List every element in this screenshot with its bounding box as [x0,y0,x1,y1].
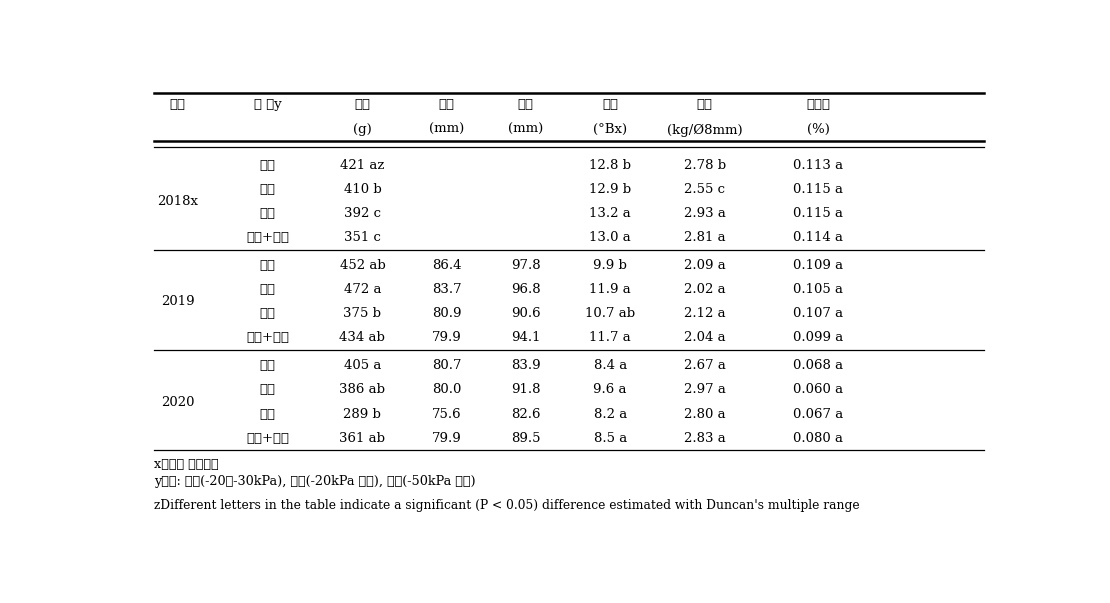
Text: 375 b: 375 b [343,308,382,320]
Text: 2019: 2019 [161,295,194,308]
Text: x년차별 통계분석: x년차별 통계분석 [154,458,219,471]
Text: 2.55 c: 2.55 c [684,183,725,196]
Text: 처 리y: 처 리y [254,98,282,112]
Text: 2.97 a: 2.97 a [684,384,726,396]
Text: 2.78 b: 2.78 b [684,159,726,172]
Text: 과습: 과습 [260,159,275,172]
Text: 0.115 a: 0.115 a [794,183,844,196]
Text: 8.5 a: 8.5 a [594,432,627,445]
Text: 89.5: 89.5 [511,432,541,445]
Text: 392 c: 392 c [344,207,381,220]
Text: 건조: 건조 [260,408,275,420]
Text: 2.09 a: 2.09 a [684,259,726,272]
Text: 0.115 a: 0.115 a [794,207,844,220]
Text: (°Bx): (°Bx) [593,124,627,136]
Text: 82.6: 82.6 [511,408,541,420]
Text: 0.099 a: 0.099 a [794,332,844,344]
Text: 472 a: 472 a [344,283,381,296]
Text: 410 b: 410 b [343,183,382,196]
Text: 80.9: 80.9 [432,308,462,320]
Text: 2020: 2020 [161,396,194,408]
Text: 과습: 과습 [260,359,275,372]
Text: 종경: 종경 [438,98,455,112]
Text: 당도: 당도 [602,98,618,112]
Text: 90.6: 90.6 [511,308,541,320]
Text: 289 b: 289 b [343,408,382,420]
Text: 년도: 년도 [170,98,185,112]
Text: 2.12 a: 2.12 a [684,308,726,320]
Text: 0.060 a: 0.060 a [794,384,844,396]
Text: 과습+과건: 과습+과건 [246,432,290,445]
Text: 13.2 a: 13.2 a [589,207,632,220]
Text: zDifferent letters in the table indicate a significant (P < 0.05) difference est: zDifferent letters in the table indicate… [154,499,860,511]
Text: 2.02 a: 2.02 a [684,283,726,296]
Text: 351 c: 351 c [344,231,381,244]
Text: 434 ab: 434 ab [340,332,385,344]
Text: 경도: 경도 [697,98,713,112]
Text: 83.7: 83.7 [432,283,462,296]
Text: 과습+건조: 과습+건조 [246,332,290,344]
Text: (mm): (mm) [430,124,464,136]
Text: 97.8: 97.8 [511,259,541,272]
Text: 91.8: 91.8 [511,384,541,396]
Text: 2.83 a: 2.83 a [684,432,726,445]
Text: (%): (%) [807,124,830,136]
Text: 83.9: 83.9 [511,359,541,372]
Text: 과중: 과중 [354,98,371,112]
Text: 361 ab: 361 ab [340,432,385,445]
Text: 2.67 a: 2.67 a [684,359,726,372]
Text: 8.4 a: 8.4 a [594,359,627,372]
Text: 0.068 a: 0.068 a [794,359,844,372]
Text: 12.8 b: 12.8 b [589,159,632,172]
Text: 2.93 a: 2.93 a [684,207,726,220]
Text: 10.7 ab: 10.7 ab [585,308,635,320]
Text: 2018x: 2018x [157,195,198,208]
Text: 0.107 a: 0.107 a [794,308,844,320]
Text: 0.105 a: 0.105 a [794,283,844,296]
Text: 12.9 b: 12.9 b [589,183,632,196]
Text: 산함량: 산함량 [806,98,830,112]
Text: 452 ab: 452 ab [340,259,385,272]
Text: 80.0: 80.0 [432,384,462,396]
Text: 2.81 a: 2.81 a [684,231,726,244]
Text: 79.9: 79.9 [432,432,462,445]
Text: 96.8: 96.8 [511,283,541,296]
Text: (mm): (mm) [508,124,544,136]
Text: 386 ab: 386 ab [340,384,385,396]
Text: 13.0 a: 13.0 a [589,231,632,244]
Text: 9.9 b: 9.9 b [593,259,627,272]
Text: (g): (g) [353,124,372,136]
Text: 0.114 a: 0.114 a [794,231,844,244]
Text: 건조: 건조 [260,207,275,220]
Text: 11.7 a: 11.7 a [589,332,632,344]
Text: 9.6 a: 9.6 a [594,384,627,396]
Text: 421 az: 421 az [341,159,384,172]
Text: 과습: 과습 [260,259,275,272]
Text: 80.7: 80.7 [432,359,462,372]
Text: 건조: 건조 [260,308,275,320]
Text: 횡경: 횡경 [518,98,534,112]
Text: 2.80 a: 2.80 a [684,408,726,420]
Text: 0.080 a: 0.080 a [794,432,844,445]
Text: 0.067 a: 0.067 a [794,408,844,420]
Text: 적습: 적습 [260,183,275,196]
Text: 405 a: 405 a [344,359,381,372]
Text: 0.109 a: 0.109 a [794,259,844,272]
Text: 11.9 a: 11.9 a [589,283,632,296]
Text: 8.2 a: 8.2 a [594,408,627,420]
Text: 과습+과건: 과습+과건 [246,231,290,244]
Text: 2.04 a: 2.04 a [684,332,726,344]
Text: (kg/Ø8mm): (kg/Ø8mm) [667,124,743,136]
Text: 적습: 적습 [260,384,275,396]
Text: y처리: 적습(-20～-30kPa), 과습(-20kPa 이상), 건조(-50kPa 이상): y처리: 적습(-20～-30kPa), 과습(-20kPa 이상), 건조(-… [154,475,476,488]
Text: 0.113 a: 0.113 a [794,159,844,172]
Text: 94.1: 94.1 [511,332,541,344]
Text: 86.4: 86.4 [432,259,462,272]
Text: 75.6: 75.6 [432,408,462,420]
Text: 적습: 적습 [260,283,275,296]
Text: 79.9: 79.9 [432,332,462,344]
